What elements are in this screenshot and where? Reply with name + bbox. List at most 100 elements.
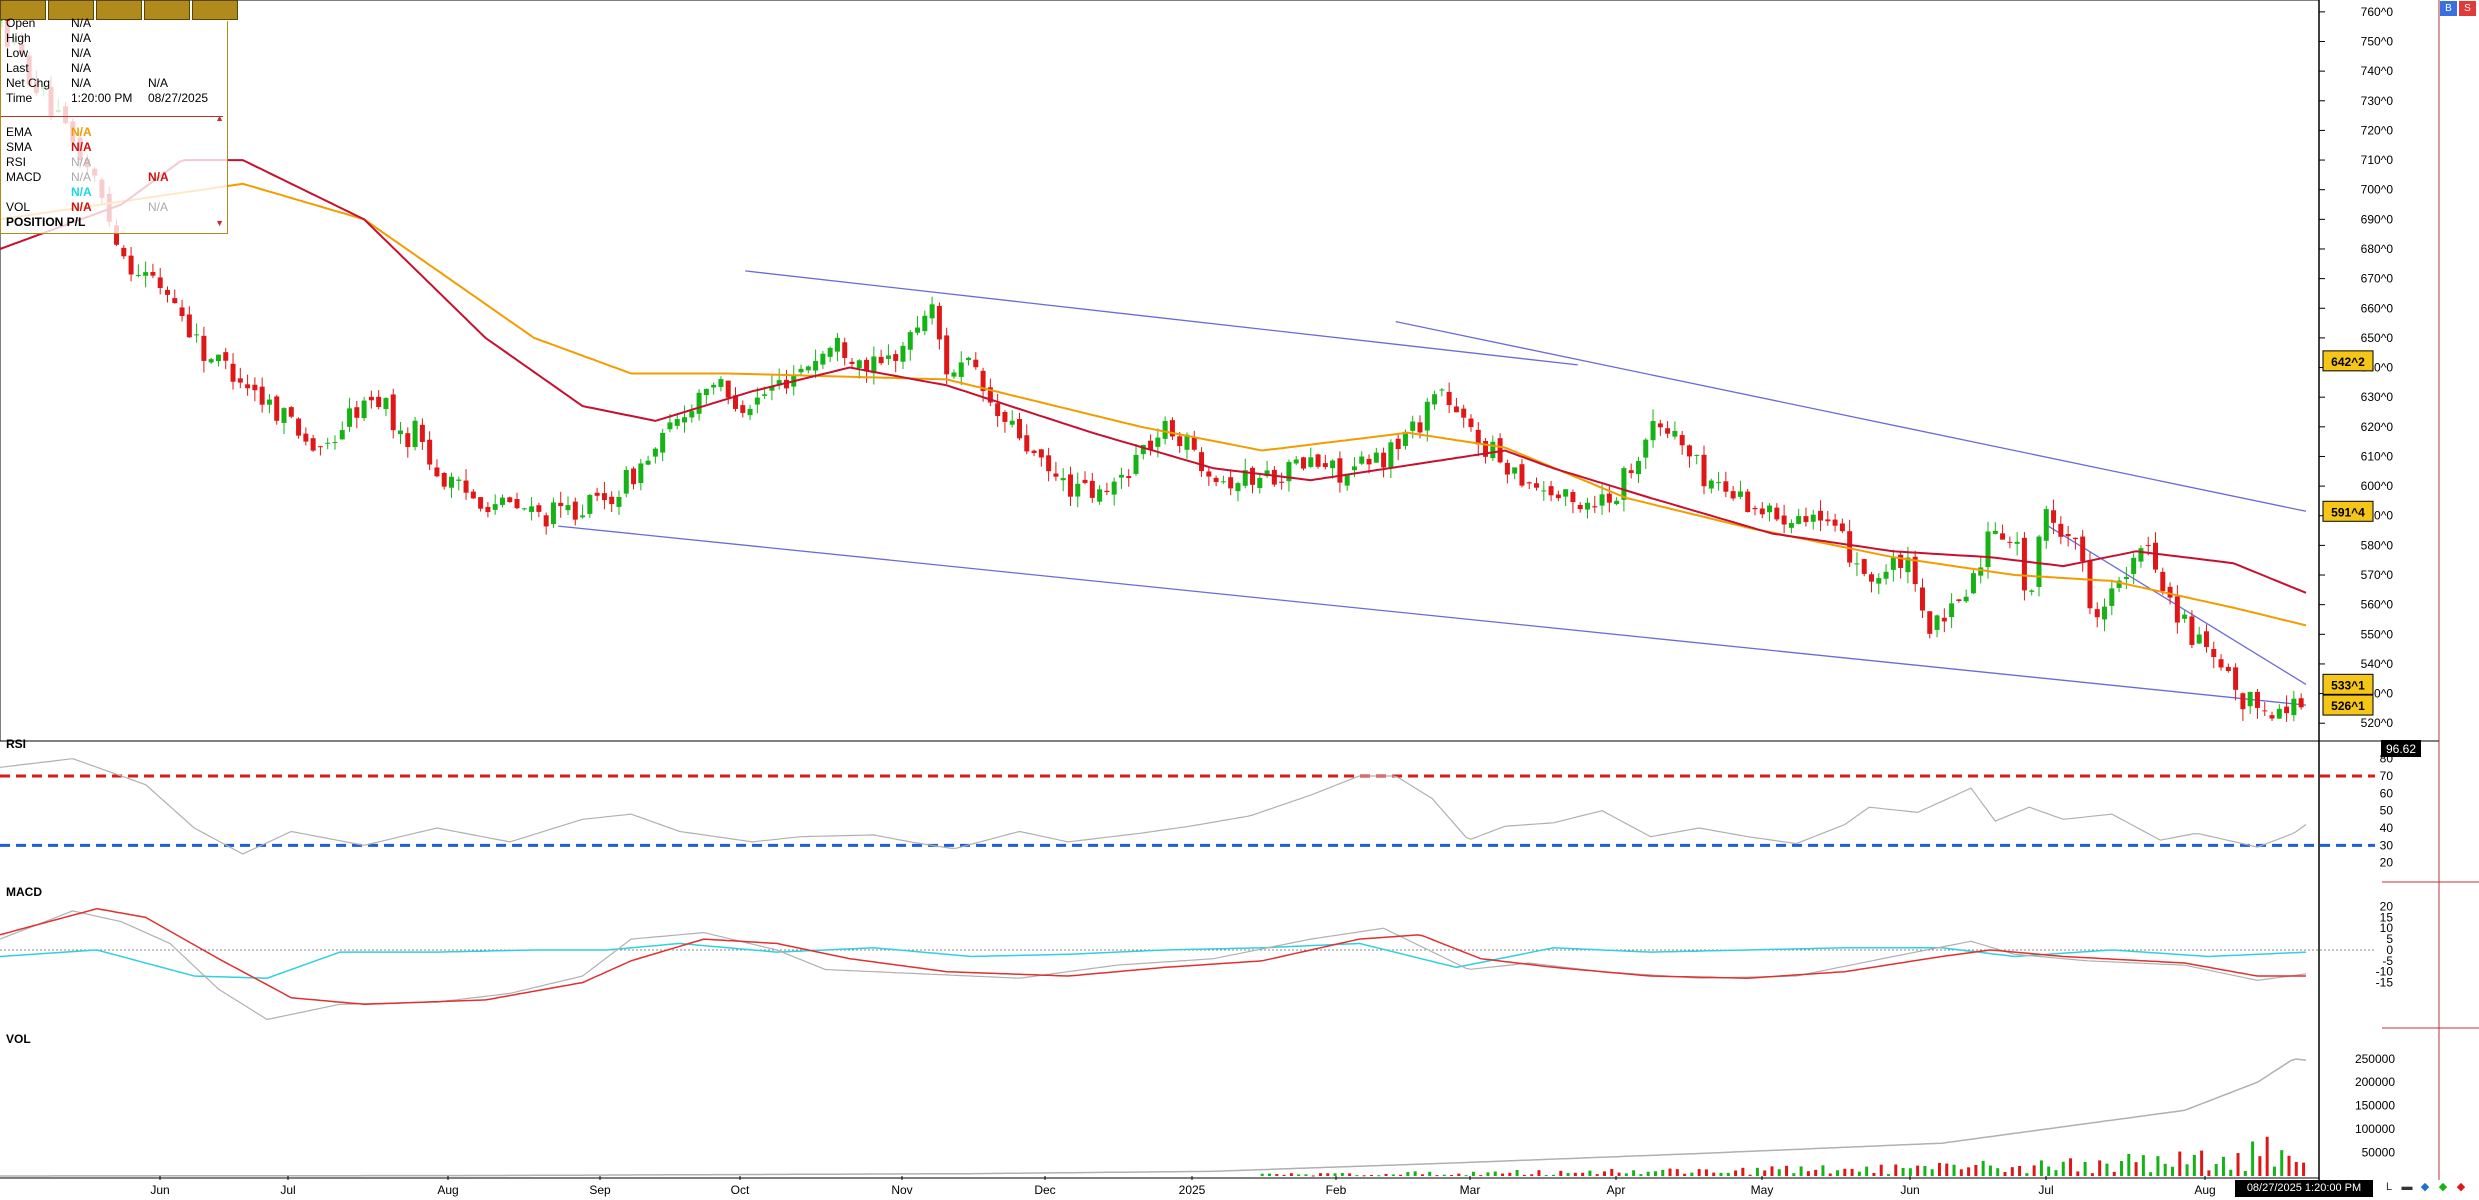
candle-body[interactable] [1752,507,1758,510]
candle-body[interactable] [1825,519,1831,522]
candle-body[interactable] [987,387,993,403]
trend-line[interactable] [745,270,1578,366]
candle-body[interactable] [856,360,862,368]
candle-body[interactable] [172,298,178,304]
candle-body[interactable] [951,372,957,377]
toolbar-button-5[interactable] [192,0,238,20]
candle-body[interactable] [128,255,134,275]
dw-expand-icon[interactable]: ▼ [215,218,224,228]
candle-body[interactable] [1322,463,1328,467]
candle-body[interactable] [121,247,127,257]
candle-body[interactable] [907,332,913,350]
candle-body[interactable] [1038,449,1044,458]
candle-body[interactable] [1097,489,1103,502]
candle-body[interactable] [215,354,221,362]
candle-body[interactable] [1046,455,1052,472]
candle-body[interactable] [1162,420,1168,439]
candle-body[interactable] [1446,391,1452,406]
candle-body[interactable] [1461,408,1467,418]
candle-body[interactable] [995,403,1001,416]
candle-body[interactable] [1206,471,1212,477]
candle-body[interactable] [900,345,906,362]
candle-body[interactable] [2174,596,2180,623]
candle-body[interactable] [492,504,498,510]
candle-body[interactable] [864,359,870,372]
candle-body[interactable] [2116,580,2122,588]
candle-body[interactable] [616,496,622,507]
candle-body[interactable] [1220,481,1226,483]
candle-body[interactable] [1169,420,1175,437]
candle-body[interactable] [2094,609,2100,618]
candle-body[interactable] [2298,698,2304,708]
candle-body[interactable] [1177,436,1183,446]
trend-line[interactable] [558,525,2307,706]
candle-body[interactable] [2218,659,2224,668]
candle-body[interactable] [922,315,928,332]
candle-body[interactable] [2225,666,2231,671]
candle-body[interactable] [135,274,141,276]
candle-body[interactable] [631,468,637,485]
candle-body[interactable] [143,272,149,276]
candle-body[interactable] [325,442,331,444]
candle-body[interactable] [1883,571,1889,579]
candle-body[interactable] [245,384,251,389]
candle-body[interactable] [1483,441,1489,457]
candle-body[interactable] [703,388,709,396]
candle-body[interactable] [1475,429,1481,445]
candle-body[interactable] [2247,691,2253,707]
candle-body[interactable] [1016,419,1022,439]
candle-body[interactable] [1526,482,1532,484]
candle-body[interactable] [332,442,338,444]
toolbar-button-4[interactable] [144,0,190,20]
candle-body[interactable] [1432,394,1438,405]
candle-body[interactable] [849,361,855,364]
candle-body[interactable] [1570,492,1576,503]
candle-body[interactable] [1417,422,1423,433]
toolbar-button-2[interactable] [48,0,94,20]
candle-body[interactable] [1067,474,1073,497]
candle-body[interactable] [1643,439,1649,458]
log-scale-icon[interactable]: L [2385,1181,2393,1193]
candle-body[interactable] [303,433,309,442]
candle-body[interactable] [368,396,374,401]
candle-body[interactable] [412,420,418,448]
candle-body[interactable] [529,506,535,513]
candle-body[interactable] [1767,505,1773,513]
candle-body[interactable] [2160,571,2166,592]
candle-body[interactable] [2189,616,2195,645]
candle-body[interactable] [878,356,884,364]
blue-diamond-icon[interactable]: ◆ [2420,1181,2430,1193]
candle-body[interactable] [1621,468,1627,500]
candle-body[interactable] [1148,440,1154,450]
candle-body[interactable] [310,438,316,451]
candle-body[interactable] [2291,698,2297,716]
candle-body[interactable] [929,304,935,319]
toolbar-button-1[interactable] [0,0,46,20]
candle-body[interactable] [1242,470,1248,486]
candle-body[interactable] [499,497,505,505]
candle-body[interactable] [682,417,688,423]
candle-body[interactable] [543,515,549,527]
candle-body[interactable] [1548,486,1554,496]
candle-body[interactable] [2029,590,2035,592]
candle-body[interactable] [1402,431,1408,446]
candle-body[interactable] [1919,587,1925,611]
candle-body[interactable] [2196,634,2202,644]
candle-body[interactable] [1424,401,1430,431]
candle-body[interactable] [1330,460,1336,469]
candle-body[interactable] [390,394,396,431]
candle-body[interactable] [1089,480,1095,498]
candle-body[interactable] [2153,542,2159,570]
candle-body[interactable] [2087,560,2093,609]
candle-body[interactable] [1009,420,1015,425]
candle-body[interactable] [776,380,782,386]
candle-body[interactable] [114,225,120,245]
candle-body[interactable] [580,515,586,518]
candle-body[interactable] [478,497,484,509]
candle-body[interactable] [1745,491,1751,513]
candle-body[interactable] [1286,461,1292,482]
candle-body[interactable] [2058,523,2064,537]
candle-body[interactable] [398,430,404,435]
candle-body[interactable] [638,463,644,484]
candle-body[interactable] [194,334,200,336]
